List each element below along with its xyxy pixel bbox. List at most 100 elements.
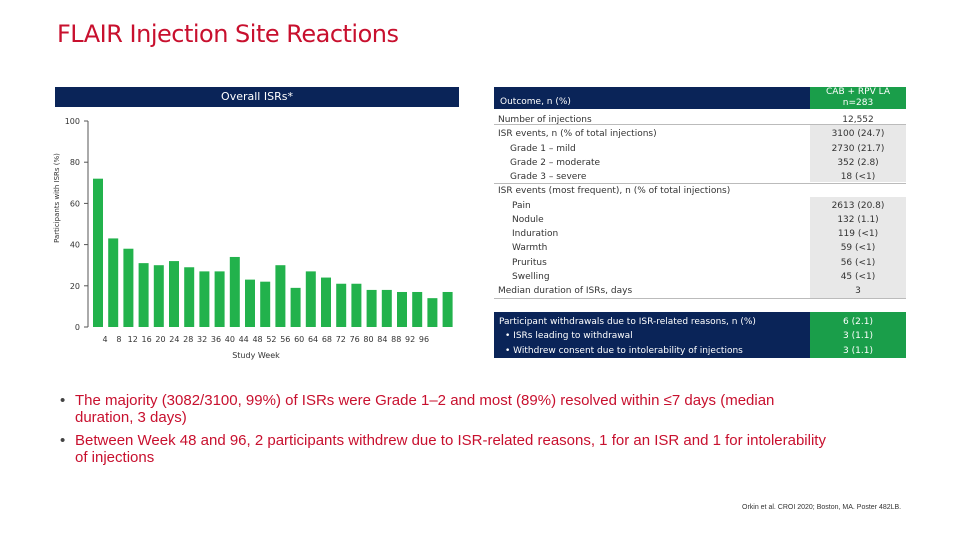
x-tick-label: 24 (169, 335, 179, 344)
row-divider (494, 298, 906, 299)
x-tick-label: 52 (266, 335, 276, 344)
row-divider (494, 183, 906, 184)
table-row-label: Grade 1 – mild (510, 144, 576, 154)
bar (199, 271, 210, 327)
y-axis-label: Participants with ISRs (%) (53, 153, 61, 243)
outcome-header-label: Outcome, n (%) (500, 97, 571, 107)
table-row-label: Pain (512, 201, 531, 211)
bar (184, 267, 195, 327)
bar (214, 271, 225, 327)
x-tick-label: 64 (308, 335, 318, 344)
bar (351, 283, 362, 327)
bar (427, 298, 438, 327)
bar (260, 281, 271, 327)
table-row-value: 12,552 (842, 115, 874, 125)
table-header-arm: CAB + RPV LA n=283 (810, 87, 906, 109)
bullet-text: The majority (3082/3100, 99%) of ISRs we… (75, 392, 775, 426)
arm-n: n=283 (842, 98, 874, 108)
table-row-label: Median duration of ISRs, days (498, 286, 633, 296)
withdrawal-row-label: • Withdrew consent due to intolerability… (505, 346, 743, 356)
x-tick-label: 92 (405, 335, 415, 344)
bar (442, 291, 453, 327)
x-tick-label: 20 (155, 335, 165, 344)
y-tick-label: 20 (70, 282, 80, 291)
chart-title: Overall ISRs* (55, 87, 459, 107)
bar (169, 261, 179, 327)
row-divider (494, 124, 906, 125)
table-row-value: 352 (2.8) (837, 158, 879, 168)
table-row-label: Pruritus (512, 258, 547, 268)
bar (93, 178, 103, 327)
arm-name: CAB + RPV LA (826, 87, 890, 97)
bullet-item: • Between Week 48 and 96, 2 participants… (60, 432, 830, 466)
table-row-label: Warmth (512, 243, 548, 253)
bar (245, 279, 255, 327)
table-row-value: 119 (<1) (837, 229, 879, 239)
withdrawal-row-value: 3 (1.1) (843, 346, 873, 356)
x-tick-label: 80 (363, 335, 373, 344)
x-tick-label: 88 (391, 335, 401, 344)
table-header-outcome: Outcome, n (%) (494, 87, 810, 109)
y-tick-label: 80 (70, 158, 80, 167)
x-tick-label: 44 (239, 335, 249, 344)
x-tick-label: 4 (102, 335, 107, 344)
table-row-label: Nodule (512, 215, 544, 225)
withdrawals-value-block (810, 312, 906, 358)
reference: Orkin et al. CROI 2020; Boston, MA. Post… (742, 504, 902, 511)
y-tick-label: 40 (70, 241, 80, 250)
x-tick-label: 36 (211, 335, 221, 344)
withdrawal-row-value: 6 (2.1) (843, 317, 873, 327)
x-tick-label: 68 (322, 335, 332, 344)
table-row-value: 45 (<1) (840, 272, 876, 282)
table-row-label: ISR events, n (% of total injections) (498, 129, 657, 139)
table-row-label: ISR events (most frequent), n (% of tota… (498, 186, 731, 196)
x-tick-label: 84 (377, 335, 387, 344)
bar (305, 271, 316, 327)
bar (153, 265, 164, 327)
bullet-text: Between Week 48 and 96, 2 participants w… (75, 432, 826, 466)
y-tick-label: 60 (70, 199, 80, 208)
table-row-value: 2730 (21.7) (831, 144, 885, 154)
x-tick-label: 76 (350, 335, 360, 344)
bar (229, 256, 240, 327)
table-row-label: Number of injections (498, 115, 592, 125)
withdrawal-row-value: 3 (1.1) (843, 331, 873, 341)
bar (108, 238, 119, 327)
table-row-value: 18 (<1) (840, 172, 876, 182)
bar (138, 263, 149, 327)
x-tick-label: 16 (142, 335, 152, 344)
page-title: FLAIR Injection Site Reactions (57, 20, 399, 48)
withdrawal-row-label: • ISRs leading to withdrawal (505, 331, 633, 341)
withdrawals-label-block (494, 312, 810, 358)
bullet-dot: • (60, 392, 66, 409)
table-row-value: 59 (<1) (840, 243, 876, 253)
x-tick-label: 8 (116, 335, 121, 344)
x-tick-label: 56 (280, 335, 290, 344)
grade-band (810, 125, 906, 182)
x-tick-label: 60 (294, 335, 304, 344)
table-row-label: Grade 2 – moderate (510, 158, 601, 168)
x-tick-label: 72 (336, 335, 346, 344)
x-tick-label: 96 (419, 335, 429, 344)
x-tick-label: 12 (128, 335, 138, 344)
bar (381, 289, 392, 327)
x-tick-label: 28 (183, 335, 193, 344)
bar (123, 248, 134, 327)
bar (412, 291, 423, 327)
bar (275, 265, 286, 327)
withdrawal-row-label: Participant withdrawals due to ISR-relat… (499, 317, 756, 327)
y-tick-label: 100 (65, 117, 80, 126)
bar (321, 277, 331, 327)
bar (366, 289, 377, 327)
table-row-label: Grade 3 – severe (510, 172, 587, 182)
table-row-label: Swelling (512, 272, 550, 282)
bullet-item: • The majority (3082/3100, 99%) of ISRs … (60, 392, 830, 426)
y-tick-label: 0 (75, 323, 80, 332)
bar (336, 283, 347, 327)
bar (290, 287, 301, 327)
table-row-value: 3100 (24.7) (831, 129, 885, 139)
table-row-value: 3 (855, 286, 861, 296)
table-row-value: 132 (1.1) (837, 215, 879, 225)
bar (397, 291, 407, 327)
